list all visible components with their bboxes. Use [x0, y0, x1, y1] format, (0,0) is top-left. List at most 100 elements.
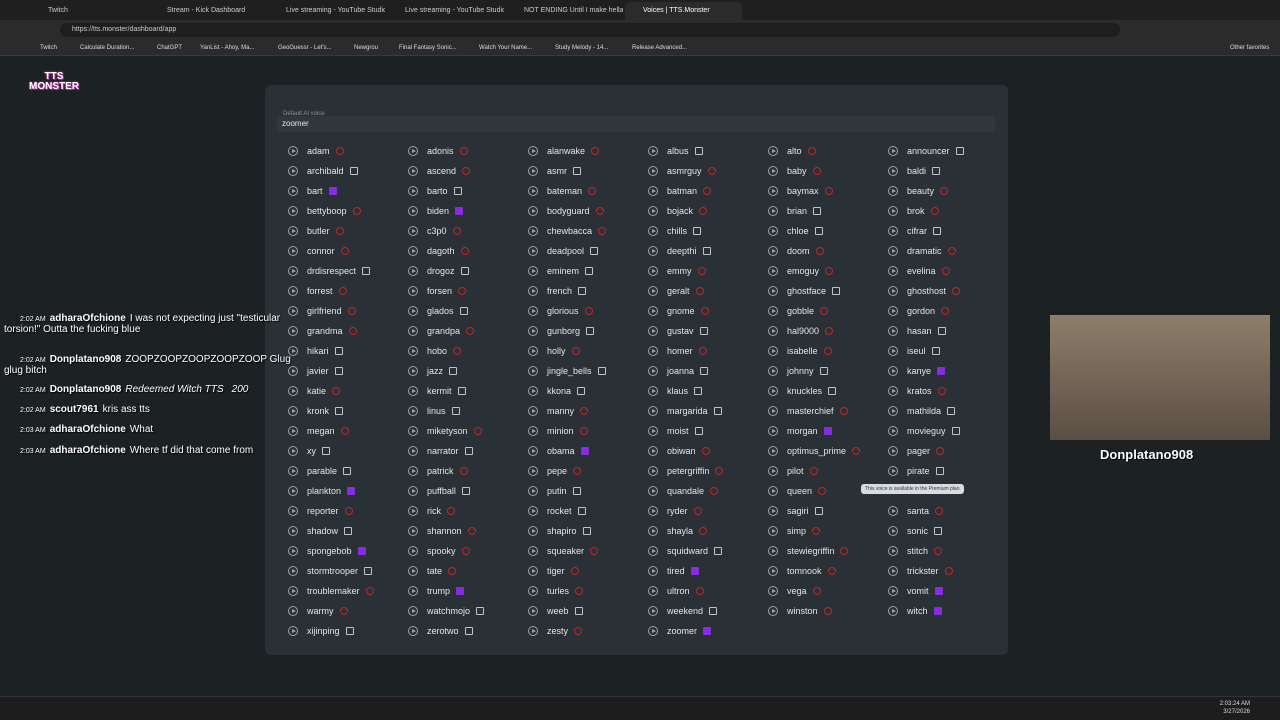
voice-name[interactable]: hal9000 — [787, 326, 820, 336]
voice-name[interactable]: glados — [427, 306, 454, 316]
voice-name[interactable]: isabelle — [787, 346, 818, 356]
voice-status[interactable] — [332, 387, 341, 395]
voice-status[interactable] — [586, 327, 595, 335]
play-button[interactable] — [408, 546, 418, 556]
voice-name[interactable]: pager — [907, 446, 931, 456]
voice-name[interactable]: putin — [547, 486, 567, 496]
voice-name[interactable]: javier — [307, 366, 329, 376]
voice-status[interactable] — [467, 527, 476, 535]
voice-name[interactable]: pirate — [907, 466, 930, 476]
tab[interactable]: NOT ENDING Until I make hella p... — [524, 7, 623, 14]
play-button[interactable] — [648, 366, 658, 376]
voice-status[interactable] — [591, 147, 600, 155]
voice-status[interactable] — [598, 227, 607, 235]
voice-name[interactable]: narrator — [427, 446, 459, 456]
voice-status[interactable] — [457, 387, 466, 395]
voice-name[interactable]: albus — [667, 146, 689, 156]
voice-name[interactable]: kkona — [547, 386, 572, 396]
voice-status[interactable] — [934, 547, 943, 555]
play-button[interactable] — [648, 446, 658, 456]
play-button[interactable] — [888, 606, 898, 616]
voice-name[interactable]: puffball — [427, 486, 456, 496]
voice-status[interactable] — [347, 487, 356, 495]
voice-name[interactable]: miketyson — [427, 426, 468, 436]
voice-name[interactable]: zoomer — [667, 626, 698, 636]
play-button[interactable] — [648, 526, 658, 536]
play-button[interactable] — [768, 406, 778, 416]
voice-status[interactable] — [328, 187, 337, 195]
play-button[interactable] — [528, 366, 538, 376]
bookmark[interactable]: Final Fantasy Sonic... — [399, 45, 457, 51]
voice-name[interactable]: kanye — [907, 366, 932, 376]
voice-name[interactable]: chills — [667, 226, 688, 236]
play-button[interactable] — [288, 386, 298, 396]
voice-name[interactable]: santa — [907, 506, 930, 516]
voice-name[interactable]: xy — [307, 446, 316, 456]
play-button[interactable] — [288, 366, 298, 376]
voice-status[interactable] — [588, 187, 597, 195]
voice-status[interactable] — [815, 247, 824, 255]
voice-name[interactable]: kratos — [907, 386, 932, 396]
play-button[interactable] — [288, 406, 298, 416]
voice-name[interactable]: ghostface — [787, 286, 827, 296]
voice-name[interactable]: forsen — [427, 286, 453, 296]
other-bookmarks[interactable]: Other favorites — [1230, 45, 1270, 51]
play-button[interactable] — [528, 626, 538, 636]
play-button[interactable] — [408, 426, 418, 436]
voice-name[interactable]: pepe — [547, 466, 568, 476]
voice-status[interactable] — [694, 387, 703, 395]
voice-name[interactable]: shayla — [667, 526, 694, 536]
voice-status[interactable] — [461, 547, 470, 555]
voice-status[interactable] — [447, 507, 455, 515]
play-button[interactable] — [528, 546, 538, 556]
play-button[interactable] — [888, 186, 898, 196]
voice-status[interactable] — [452, 227, 461, 235]
voice-name[interactable]: zerotwo — [427, 626, 459, 636]
play-button[interactable] — [768, 546, 778, 556]
play-button[interactable] — [408, 606, 418, 616]
play-button[interactable] — [648, 146, 658, 156]
voice-status[interactable] — [577, 507, 586, 515]
voice-name[interactable]: girlfriend — [307, 306, 342, 316]
voice-status[interactable] — [814, 227, 823, 235]
play-button[interactable] — [648, 186, 658, 196]
voice-name[interactable]: tiger — [547, 566, 565, 576]
voice-name[interactable]: archibald — [307, 166, 344, 176]
voice-name[interactable]: drogoz — [427, 266, 455, 276]
play-button[interactable] — [408, 326, 418, 336]
voice-status[interactable] — [812, 527, 821, 535]
voice-status[interactable] — [347, 307, 356, 315]
voice-status[interactable] — [812, 167, 821, 175]
voice-name[interactable]: shannon — [427, 526, 462, 536]
voice-status[interactable] — [459, 467, 468, 475]
voice-name[interactable]: margarida — [667, 406, 708, 416]
play-button[interactable] — [528, 586, 538, 596]
play-button[interactable] — [768, 186, 778, 196]
voice-name[interactable]: rick — [427, 506, 441, 516]
voice-status[interactable] — [577, 387, 586, 395]
bookmark[interactable]: ChatGPT — [157, 45, 183, 51]
voice-status[interactable] — [579, 427, 588, 435]
voice-name[interactable]: trump — [427, 586, 451, 596]
play-button[interactable] — [408, 346, 418, 356]
play-button[interactable] — [768, 526, 778, 536]
voice-status[interactable] — [573, 167, 581, 175]
voice-name[interactable]: beauty — [907, 186, 935, 196]
voice-name[interactable]: shadow — [307, 526, 339, 536]
voice-status[interactable] — [714, 547, 723, 555]
play-button[interactable] — [648, 226, 658, 236]
voice-name[interactable]: shapiro — [547, 526, 577, 536]
play-button[interactable] — [888, 426, 898, 436]
voice-name[interactable]: johnny — [787, 366, 814, 376]
voice-name[interactable]: patrick — [427, 466, 454, 476]
voice-name[interactable]: winston — [787, 606, 818, 616]
voice-name[interactable]: simp — [787, 526, 807, 536]
voice-name[interactable]: joanna — [667, 366, 695, 376]
play-button[interactable] — [288, 506, 298, 516]
voice-status[interactable] — [823, 427, 832, 435]
voice-name[interactable]: gustav — [667, 326, 694, 336]
play-button[interactable] — [528, 526, 538, 536]
voice-name[interactable]: gunborg — [547, 326, 581, 336]
voice-name[interactable]: obiwan — [667, 446, 696, 456]
play-button[interactable] — [528, 246, 538, 256]
